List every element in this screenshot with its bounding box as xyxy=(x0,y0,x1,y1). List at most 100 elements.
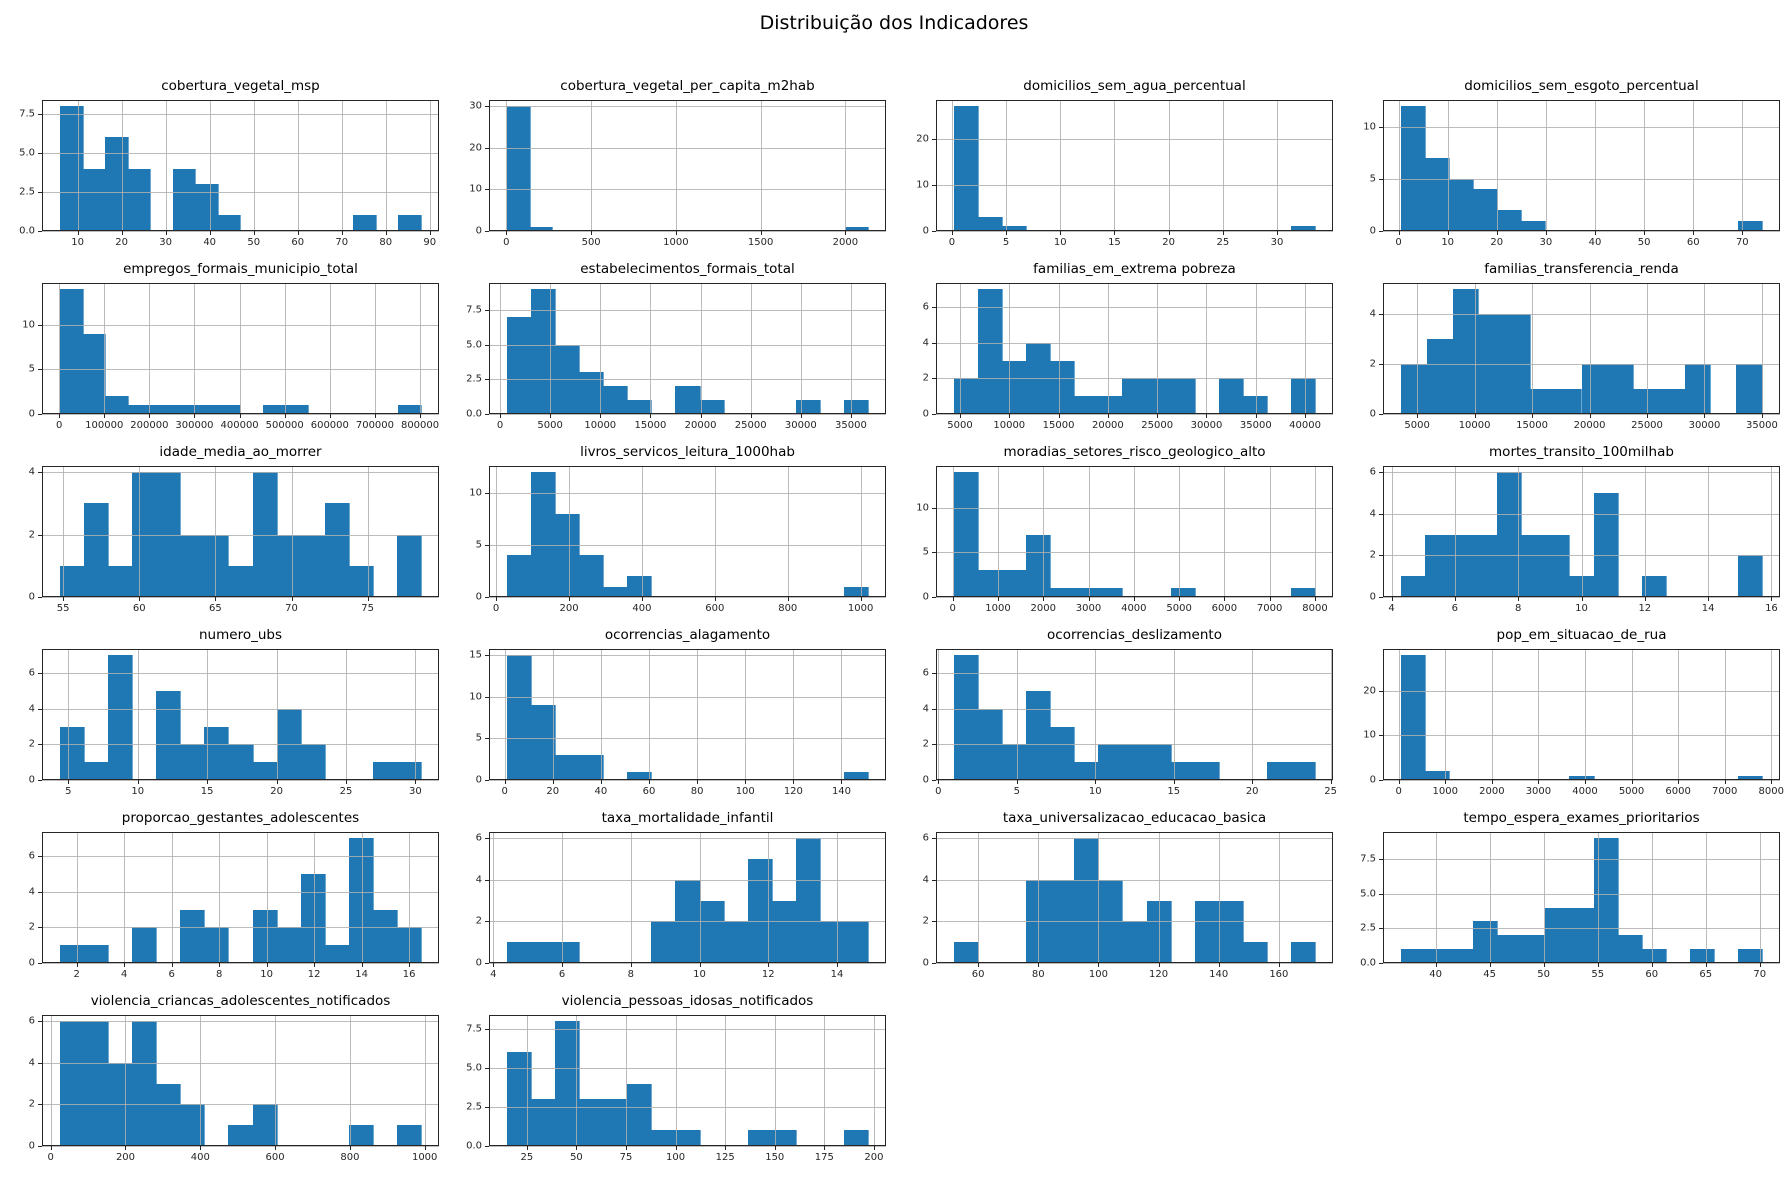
histogram-bar xyxy=(1122,378,1148,414)
subplot-estabelecimentos-formais-total: estabelecimentos_formais_total 0 5000 1000… xyxy=(447,249,894,432)
histogram-bar xyxy=(795,400,821,414)
plot-area: 0 500 1000 1500 2000 0 10 20 30 xyxy=(469,100,886,248)
histogram-bar xyxy=(795,838,821,963)
x-tick-label: 7000 xyxy=(1711,786,1738,797)
histogram-bar xyxy=(1050,360,1076,414)
tick-mark xyxy=(1647,414,1648,418)
tick-mark xyxy=(1644,597,1646,601)
tick-mark xyxy=(1489,963,1491,967)
grid-line-vertical xyxy=(978,832,980,963)
plot-area: 40 45 50 55 60 65 70 0.0 2.5 5.0 7.5 xyxy=(1360,832,1780,980)
grid-line-horizontal xyxy=(936,838,1333,840)
grid-line-horizontal xyxy=(936,378,1333,380)
subplot-title: estabelecimentos_formais_total xyxy=(580,261,795,277)
histogram-bar xyxy=(84,945,110,963)
histogram-bar xyxy=(1266,762,1292,780)
y-tick-label: 15 xyxy=(469,649,482,661)
grid-line-vertical xyxy=(1218,832,1220,963)
tick-mark xyxy=(1771,780,1773,784)
y-tick-label: 4 xyxy=(28,1057,35,1069)
histogram-bar xyxy=(1218,378,1244,414)
y-tick-label: 6 xyxy=(922,667,929,679)
y-tick-label: 10 xyxy=(1363,121,1376,133)
grid-line-horizontal xyxy=(489,1146,886,1147)
grid-line-vertical xyxy=(800,283,802,414)
histogram-bar xyxy=(1473,189,1499,231)
x-tick-label: 2000 xyxy=(832,237,859,248)
tick-mark xyxy=(1474,414,1476,418)
tick-mark xyxy=(1218,963,1220,967)
grid-line-horizontal xyxy=(42,1146,439,1147)
tick-mark xyxy=(38,369,42,371)
grid-line-horizontal xyxy=(42,1062,439,1064)
y-tick-label: 7.5 xyxy=(19,108,35,120)
grid-line-horizontal xyxy=(936,414,1333,415)
plot-area: 4 6 8 10 12 14 0 2 4 6 xyxy=(476,832,886,980)
histogram-bar xyxy=(252,1104,278,1146)
histogram-bar xyxy=(263,405,287,414)
tick-mark xyxy=(63,597,65,601)
histogram-bar xyxy=(156,1083,182,1146)
grid-line-vertical xyxy=(774,1015,776,1146)
histogram-bar xyxy=(132,927,158,963)
grid-line-horizontal xyxy=(42,472,439,474)
grid-line-vertical xyxy=(1584,649,1586,780)
grid-line-vertical xyxy=(1474,283,1476,414)
grid-line-vertical xyxy=(1058,283,1060,414)
tick-mark xyxy=(38,114,42,116)
x-tick-label: 25000 xyxy=(1141,420,1174,431)
histogram-bar xyxy=(771,1130,797,1146)
y-tick-label: 7.5 xyxy=(466,1023,482,1035)
histogram-bar xyxy=(82,333,107,414)
tick-mark xyxy=(38,153,42,155)
y-tick-label: 0 xyxy=(922,774,929,786)
tick-mark xyxy=(774,1146,776,1150)
plot-frame xyxy=(489,100,886,231)
tick-mark xyxy=(1168,231,1170,235)
grid-line-vertical xyxy=(314,832,316,963)
y-tick-label: 4 xyxy=(28,886,35,898)
histogram-bar xyxy=(747,1130,773,1146)
y-tick-label: 20 xyxy=(916,133,929,145)
x-tick-label: 16 xyxy=(1765,603,1778,614)
x-tick-label: 5000 xyxy=(1618,786,1645,797)
tick-mark xyxy=(77,231,79,235)
grid-line-vertical xyxy=(1589,283,1591,414)
tick-mark xyxy=(1060,231,1062,235)
tick-mark xyxy=(932,963,936,964)
grid-line-vertical xyxy=(149,283,151,414)
tick-mark xyxy=(600,780,602,784)
x-tick-label: 25000 xyxy=(734,420,767,431)
y-tick-label: 5 xyxy=(922,546,929,558)
histogram-bar xyxy=(1449,179,1475,231)
histogram-bar xyxy=(105,396,129,414)
tick-mark xyxy=(38,231,42,232)
tick-mark xyxy=(504,780,506,784)
grid-line-vertical xyxy=(1222,100,1224,231)
x-tick-label: 0 xyxy=(935,786,942,797)
tick-mark xyxy=(932,838,936,840)
grid-line-vertical xyxy=(550,283,552,414)
grid-line-horizontal xyxy=(489,879,886,881)
x-tick-label: 5 xyxy=(1002,237,1010,248)
histogram-bar xyxy=(353,215,377,231)
tick-mark xyxy=(951,231,953,235)
y-tick-label: 2 xyxy=(1369,358,1376,370)
x-tick-label: 20 xyxy=(115,237,129,248)
tick-mark xyxy=(38,597,42,598)
grid-line-vertical xyxy=(284,283,286,414)
histogram-bar xyxy=(217,215,242,231)
x-tick-label: 20 xyxy=(546,786,560,797)
y-tick-label: 0 xyxy=(1369,225,1376,237)
grid-line-vertical xyxy=(1647,283,1648,414)
x-tick-label: 5 xyxy=(1013,786,1020,797)
x-tick-label: 600000 xyxy=(310,420,349,431)
x-tick-label: 75 xyxy=(619,1152,633,1163)
histogram-bar xyxy=(1098,744,1124,780)
grid-line-horizontal xyxy=(42,927,439,929)
tick-mark xyxy=(760,231,762,235)
tick-mark xyxy=(768,963,770,967)
histogram-bar xyxy=(579,755,605,780)
tick-mark xyxy=(959,414,961,418)
y-tick-label: 0 xyxy=(922,225,929,237)
